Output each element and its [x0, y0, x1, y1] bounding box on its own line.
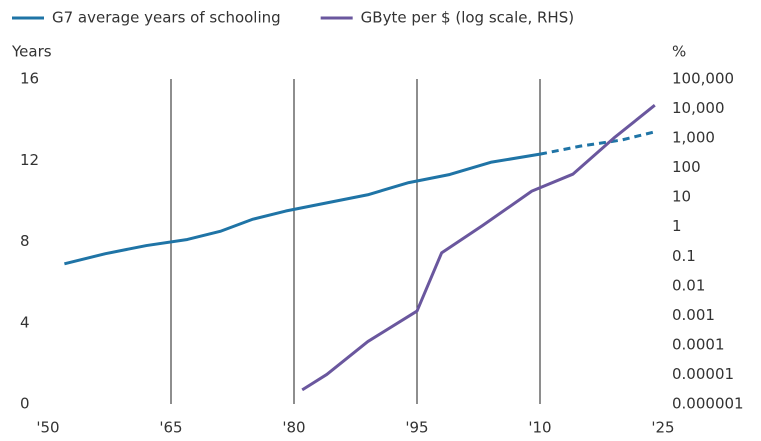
y2-tick-label: 0.01	[672, 276, 705, 294]
y-tick-label: 16	[20, 70, 39, 88]
y2-tick-label: 1,000	[672, 129, 715, 147]
left-axis-title: Years	[11, 43, 52, 61]
y2-tick-label: 10	[672, 188, 691, 206]
legend-label: GByte per $ (log scale, RHS)	[361, 9, 574, 27]
y-tick-label: 12	[20, 151, 39, 169]
y2-tick-label: 10,000	[672, 99, 725, 117]
y2-tick-label: 0.000001	[672, 395, 744, 413]
y2-tick-label: 100,000	[672, 70, 734, 88]
y2-tick-label: 0.0001	[672, 335, 725, 353]
projection-line	[539, 130, 656, 156]
y-tick-label: 4	[20, 313, 30, 331]
x-tick-label: '25	[651, 419, 674, 437]
y2-tick-label: 1	[672, 217, 682, 235]
x-tick-label: '80	[282, 419, 305, 437]
y2-tick-label: 0.1	[672, 247, 696, 265]
legend-label: G7 average years of schooling	[52, 9, 281, 27]
x-tick-label: '65	[159, 419, 182, 437]
y2-tick-label: 0.001	[672, 306, 715, 324]
y2-tick-label: 0.00001	[672, 365, 734, 383]
x-tick-label: '95	[405, 419, 428, 437]
y2-tick-label: 100	[672, 158, 701, 176]
y-tick-label: 8	[20, 232, 30, 250]
series-line	[64, 152, 541, 266]
y-tick-label: 0	[20, 395, 30, 413]
right-axis-title: %	[672, 43, 686, 61]
series-line	[301, 104, 656, 392]
x-tick-label: '50	[36, 419, 59, 437]
x-tick-label: '10	[528, 419, 551, 437]
